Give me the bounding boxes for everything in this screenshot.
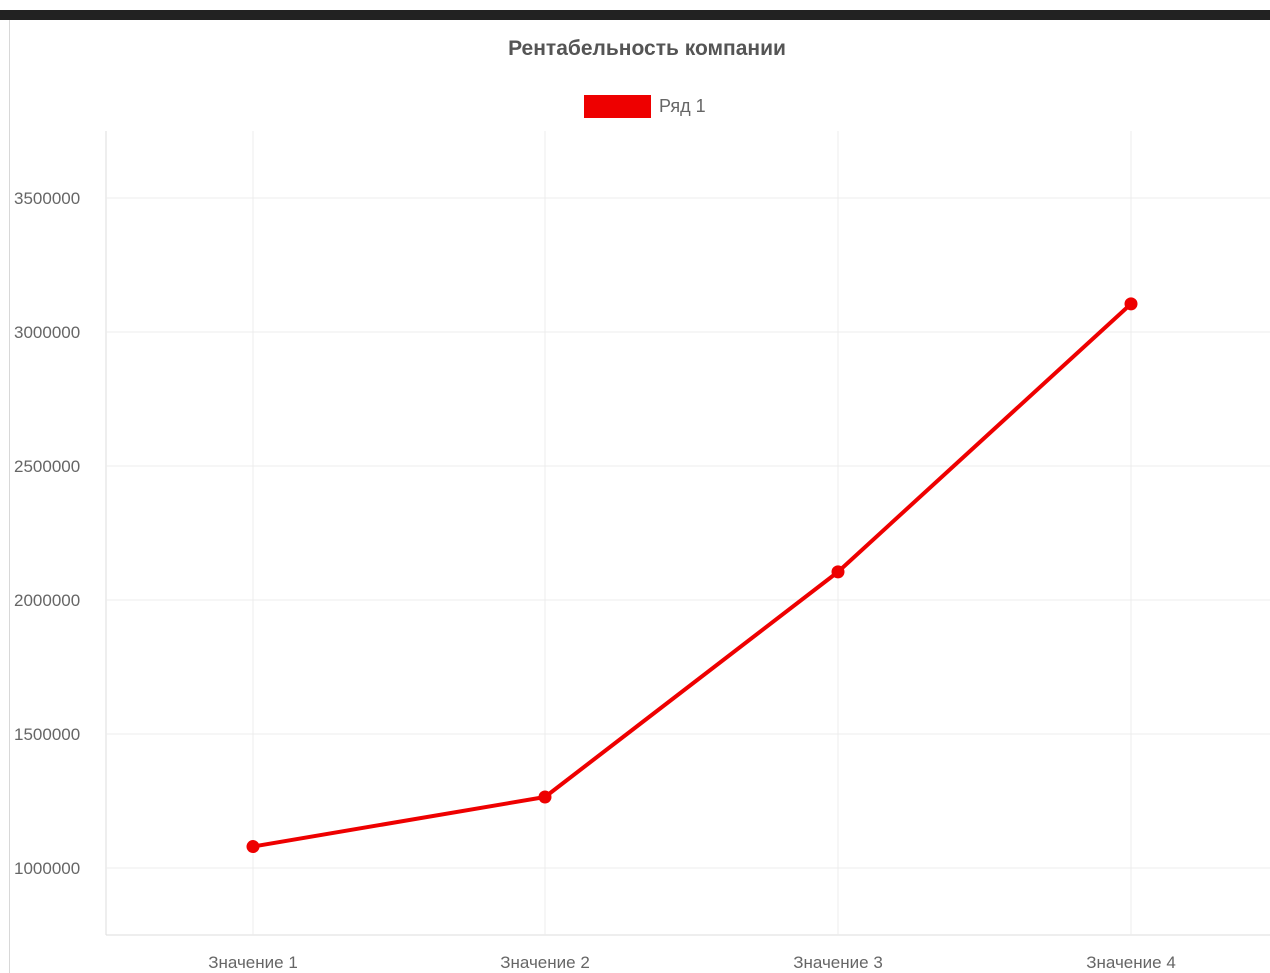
y-tick-label: 1500000 <box>14 725 80 744</box>
legend-label-series-1: Ряд 1 <box>659 96 706 116</box>
top-dark-stripe <box>0 10 1270 20</box>
legend[interactable]: Ряд 1 <box>584 95 706 118</box>
y-tick-label: 1000000 <box>14 859 80 878</box>
x-tick-label: Значение 2 <box>500 953 590 972</box>
series-layer <box>246 297 1138 854</box>
x-tick-label: Значение 3 <box>793 953 883 972</box>
x-tick-label: Значение 1 <box>208 953 298 972</box>
series-line <box>252 302 1133 849</box>
axis-tick-labels: 1000000 1500000 2000000 2500000 3000000 35000… <box>14 189 1176 972</box>
legend-swatch-series-1 <box>584 95 651 118</box>
y-tick-label: 2500000 <box>14 457 80 476</box>
x-tick-label: Значение 4 <box>1086 953 1176 972</box>
data-point[interactable] <box>538 790 552 804</box>
data-point[interactable] <box>1124 297 1138 311</box>
y-tick-label: 2000000 <box>14 591 80 610</box>
data-point[interactable] <box>246 840 260 854</box>
y-tick-label: 3500000 <box>14 189 80 208</box>
grid <box>105 131 1270 936</box>
window-top-bar <box>0 0 1270 20</box>
y-tick-label: 3000000 <box>14 323 80 342</box>
data-point[interactable] <box>831 565 845 579</box>
chart-title: Рентабельность компании <box>508 37 786 60</box>
frame-left-border <box>9 20 10 973</box>
